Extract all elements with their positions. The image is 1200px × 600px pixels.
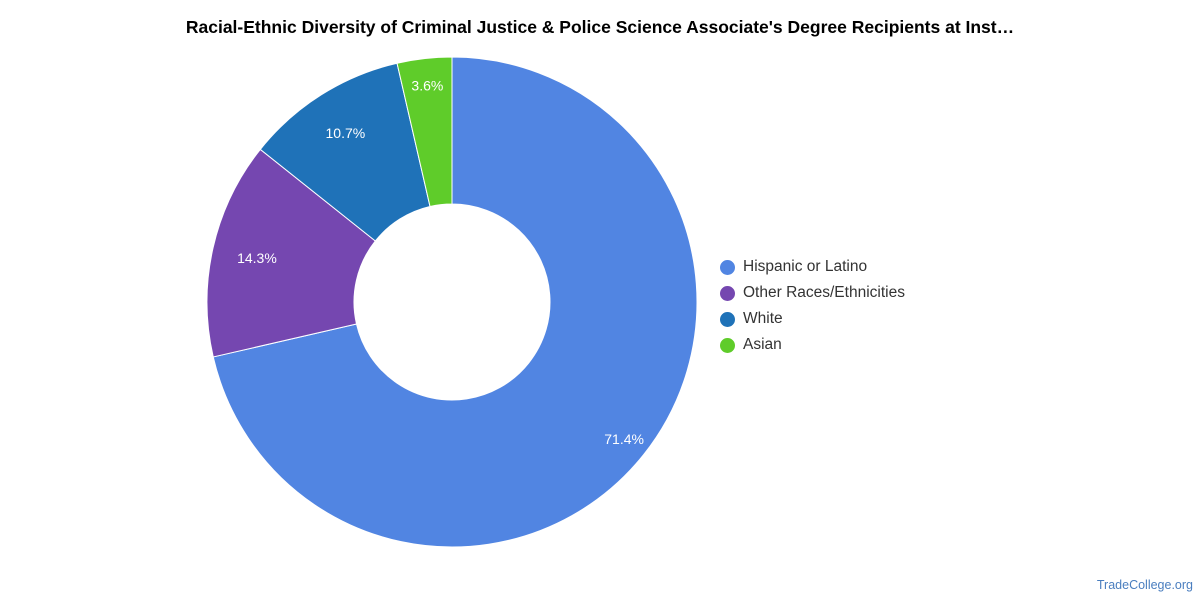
chart-legend: Hispanic or Latino Other Races/Ethnicitie… <box>720 254 905 358</box>
slice-white[interactable] <box>259 62 431 242</box>
source-credit[interactable]: TradeCollege.org <box>1096 578 1193 592</box>
legend-item[interactable]: Other Races/Ethnicities <box>720 280 905 306</box>
legend-label: White <box>743 310 783 327</box>
slice-value-label: 3.6% <box>411 77 443 93</box>
legend-item[interactable]: Asian <box>720 332 905 358</box>
legend-label: Hispanic or Latino <box>743 258 868 275</box>
legend-marker <box>720 285 735 301</box>
slice-hispanic-or-latino[interactable] <box>212 56 698 548</box>
legend-marker <box>720 337 735 353</box>
legend-item[interactable]: White <box>720 306 905 332</box>
slice-value-label: 10.7% <box>326 125 366 141</box>
slice-value-label: 71.4% <box>604 431 644 447</box>
chart-title: Racial-Ethnic Diversity of Criminal Just… <box>185 17 1015 37</box>
slice-other-races-ethnicities[interactable] <box>206 148 377 358</box>
legend-marker <box>720 259 735 275</box>
slice-asian[interactable] <box>396 56 453 208</box>
legend-marker <box>720 311 735 327</box>
slice-value-label: 14.3% <box>237 250 277 266</box>
legend-label: Other Races/Ethnicities <box>743 284 905 301</box>
legend-item[interactable]: Hispanic or Latino <box>720 254 905 280</box>
legend-label: Asian <box>743 336 782 353</box>
